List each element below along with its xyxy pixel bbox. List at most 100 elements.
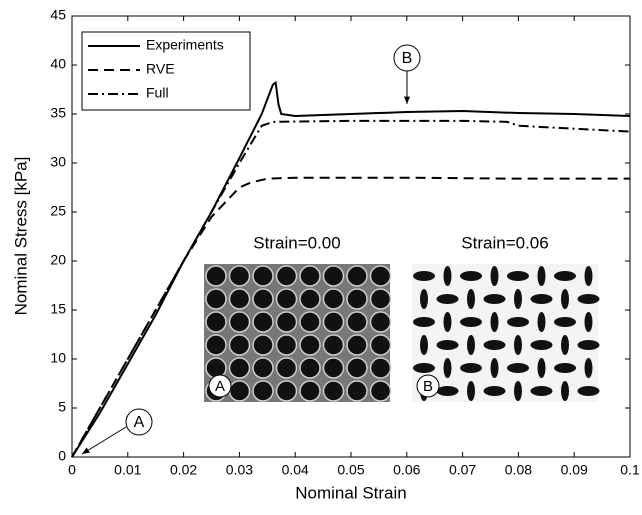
x-tick-label: 0.07 <box>449 462 476 478</box>
pore <box>228 357 251 379</box>
annotation: B <box>402 50 413 67</box>
y-tick-label: 0 <box>58 448 66 464</box>
pore <box>275 265 298 287</box>
x-tick-label: 0.01 <box>114 462 141 478</box>
pore <box>554 271 576 281</box>
y-axis-label: Nominal Stress [kPa] <box>11 157 30 316</box>
pore <box>205 288 227 310</box>
pore <box>252 265 274 287</box>
pore <box>577 386 600 396</box>
pore <box>228 311 251 333</box>
pore <box>436 386 459 396</box>
inset-title: Strain=0.00 <box>253 233 340 252</box>
inset-image <box>204 264 390 402</box>
y-tick-label: 15 <box>50 301 66 317</box>
pore <box>275 334 298 356</box>
inset: Strain=0.00 A <box>204 233 392 402</box>
x-tick-label: 0.02 <box>170 462 197 478</box>
pore <box>514 289 522 309</box>
pore <box>346 265 368 287</box>
pore <box>228 265 251 287</box>
x-tick-label: 0.08 <box>505 462 532 478</box>
pore <box>507 317 529 327</box>
pore <box>420 289 428 309</box>
pore <box>228 334 251 356</box>
x-tick-label: 0.05 <box>337 462 364 478</box>
y-tick-label: 20 <box>50 252 66 268</box>
pore <box>299 288 321 310</box>
pore <box>420 335 428 355</box>
annotation-arrow <box>81 426 127 455</box>
pore <box>369 357 392 379</box>
pore <box>530 294 553 304</box>
pore <box>561 289 569 309</box>
pore <box>369 311 392 333</box>
pore <box>507 363 529 373</box>
pore <box>443 358 452 378</box>
pore <box>483 340 506 350</box>
pore <box>299 334 321 356</box>
pore <box>490 358 499 378</box>
pore <box>228 380 251 402</box>
pore <box>413 363 435 373</box>
pore <box>584 358 593 378</box>
y-tick-label: 25 <box>50 203 66 219</box>
pore <box>537 266 546 286</box>
x-tick-label: 0 <box>68 462 76 478</box>
pore <box>460 317 482 327</box>
pore <box>346 357 368 379</box>
x-tick-label: 0.06 <box>393 462 420 478</box>
pore <box>346 288 368 310</box>
pore <box>369 334 392 356</box>
pore <box>275 380 298 402</box>
pore <box>507 271 529 281</box>
inset-label: A <box>215 378 225 395</box>
pore <box>443 266 452 286</box>
y-tick-label: 40 <box>50 56 66 72</box>
legend-label: Experiments <box>146 37 224 53</box>
series-line <box>71 80 631 458</box>
pore <box>369 265 392 287</box>
pore <box>413 317 435 327</box>
pore <box>514 381 522 401</box>
pore <box>299 265 321 287</box>
x-tick-label: 0.1 <box>620 462 640 478</box>
pore <box>467 289 475 309</box>
annotation: A <box>134 414 145 431</box>
pore <box>413 271 435 281</box>
pore <box>514 335 522 355</box>
annotation-arrowhead <box>82 447 90 454</box>
y-tick-label: 45 <box>50 7 66 23</box>
inset-image <box>412 264 598 402</box>
pore <box>228 288 251 310</box>
pore <box>322 380 345 402</box>
pore <box>299 380 321 402</box>
pore <box>299 357 321 379</box>
pore <box>490 266 499 286</box>
pore <box>275 357 298 379</box>
inset-label: B <box>423 378 433 395</box>
pore <box>252 311 274 333</box>
annotation-circle <box>125 408 153 436</box>
series-line <box>71 176 630 458</box>
pore <box>252 357 274 379</box>
pore <box>460 363 482 373</box>
y-tick-label: 10 <box>50 350 66 366</box>
pore <box>483 294 506 304</box>
pore <box>322 311 345 333</box>
pore <box>299 311 321 333</box>
inset-badge <box>208 374 232 398</box>
pore <box>252 288 274 310</box>
pore <box>322 288 345 310</box>
pore <box>346 334 368 356</box>
pore <box>275 288 298 310</box>
pore <box>561 335 569 355</box>
pore <box>322 357 345 379</box>
pore <box>584 266 593 286</box>
y-tick-label: 30 <box>50 154 66 170</box>
pore <box>443 312 452 332</box>
pore <box>205 334 227 356</box>
pore <box>369 288 392 310</box>
pore <box>490 312 499 332</box>
